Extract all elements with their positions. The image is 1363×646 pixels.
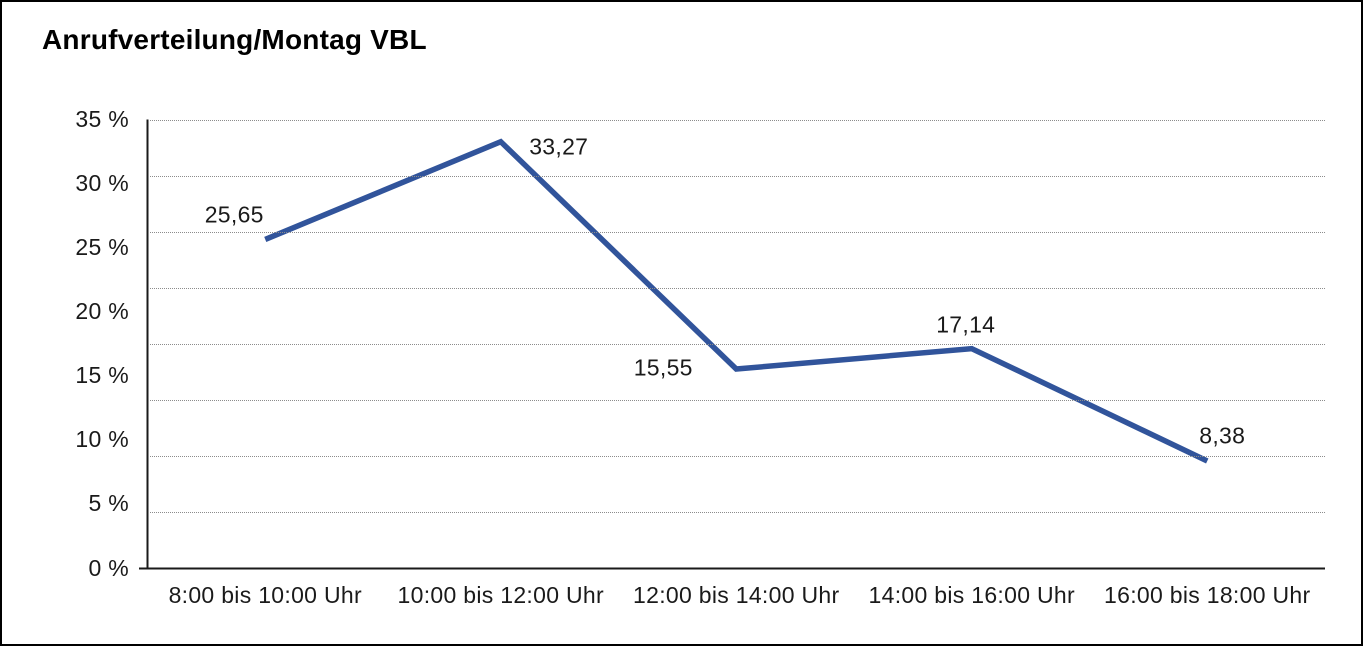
y-axis-tick-label: 0 % — [88, 554, 129, 581]
data-point-label: 25,65 — [204, 201, 264, 228]
y-axis-tick-label: 10 % — [75, 426, 129, 453]
y-axis-tick-label: 25 % — [75, 233, 129, 260]
y-axis-tick-label: 20 % — [75, 297, 129, 324]
y-axis-tick-label: 35 % — [75, 105, 129, 132]
x-axis-tick-label: 12:00 bis 14:00 Uhr — [633, 582, 840, 608]
series-line — [264, 138, 1209, 464]
y-gridline — [147, 119, 1325, 121]
x-axis-tick-label: 10:00 bis 12:00 Uhr — [397, 582, 604, 608]
y-axis-tick-label: 15 % — [75, 362, 129, 389]
y-gridline — [147, 456, 1325, 458]
y-axis-tick-label: 5 % — [88, 490, 129, 517]
data-point-label: 15,55 — [633, 354, 693, 381]
y-gridline — [147, 400, 1325, 402]
y-axis-tick-label: 30 % — [75, 169, 129, 196]
y-gridline — [147, 175, 1325, 177]
y-gridline — [147, 231, 1325, 233]
data-point-label: 17,14 — [936, 311, 996, 338]
x-axis-tick-label: 16:00 bis 18:00 Uhr — [1104, 582, 1311, 608]
data-point-label: 33,27 — [529, 133, 589, 160]
y-gridline — [147, 287, 1325, 289]
x-axis-tick-label: 8:00 bis 10:00 Uhr — [168, 582, 362, 608]
chart-title: Anrufverteilung/Montag VBL — [42, 24, 427, 55]
y-gridline — [147, 344, 1325, 345]
x-axis-tick-label: 14:00 bis 16:00 Uhr — [868, 582, 1075, 608]
data-point-label: 8,38 — [1199, 422, 1246, 449]
y-gridline — [147, 512, 1325, 514]
